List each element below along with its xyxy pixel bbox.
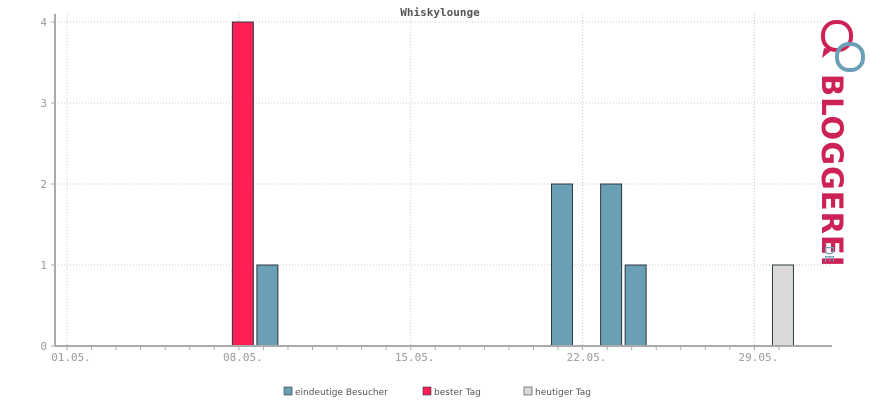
bar-eindeutige-besucher (551, 183, 573, 347)
y-tick-label: 3 (40, 97, 47, 110)
x-tick-label: 22.05. (567, 351, 607, 364)
legend-label: heutiger Tag (535, 388, 591, 398)
logo-wordmark: BLOGGEREI .DE (815, 74, 849, 268)
x-tick-label: 15.05. (395, 351, 435, 364)
chart-title: Whiskylounge (400, 6, 480, 19)
bloggerei-logo: BLOGGEREI .DE (815, 20, 865, 268)
gridlines (55, 14, 832, 346)
y-tick-label: 0 (40, 340, 47, 353)
x-tick-label: 29.05. (739, 351, 779, 364)
axes (51, 14, 832, 350)
legend-swatch (523, 386, 533, 396)
y-tick-label: 1 (40, 259, 47, 272)
y-tick-label: 4 (40, 16, 47, 29)
x-tick-label: 08.05. (223, 351, 263, 364)
bars (231, 21, 794, 347)
y-tick-label: 2 (40, 178, 47, 191)
legend: eindeutige Besucher bester Tag heutiger Ta… (283, 386, 591, 398)
bar-eindeutige-besucher (600, 183, 623, 347)
legend-label: eindeutige Besucher (295, 388, 388, 398)
bar-heutiger-tag (771, 264, 794, 347)
x-tick-label: 01.05. (51, 351, 91, 364)
bar-eindeutige-besucher (256, 264, 279, 347)
legend-label: bester Tag (434, 388, 481, 398)
logo-suffix: .DE (822, 242, 836, 263)
logo-text: BLOGGEREI (815, 74, 849, 268)
legend-swatch (283, 386, 293, 396)
bar-eindeutige-besucher (624, 264, 647, 347)
tick-labels: 0 1 2 3 4 01.05. 08.05. 15.05. 22.05. 29.05. (40, 16, 778, 364)
legend-swatch (422, 386, 432, 396)
bar-bester-tag (231, 21, 254, 347)
speech-bubbles-icon (821, 20, 865, 72)
